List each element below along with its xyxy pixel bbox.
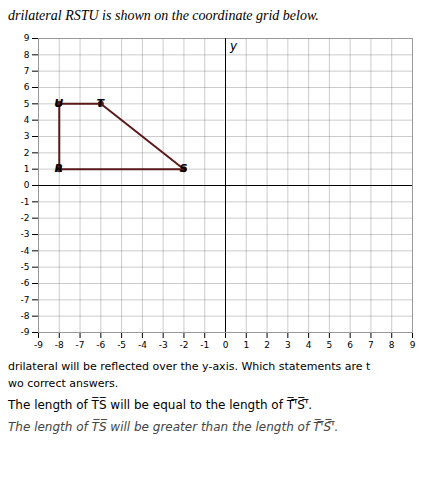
- svg-text:T: T: [97, 97, 106, 110]
- html-text:drilateral will be reflected o: drilateral will be reflected over the y-…: [8, 360, 371, 373]
- svg-text:0: 0: [24, 180, 30, 190]
- svg-text:-1: -1: [200, 340, 209, 350]
- svg-text:-7: -7: [21, 295, 30, 305]
- svg-text:-4: -4: [138, 340, 147, 350]
- svg-text:-7: -7: [76, 340, 85, 350]
- svg-text:-3: -3: [21, 229, 30, 239]
- svg-text:6: 6: [347, 340, 353, 350]
- svg-text:-1: -1: [21, 197, 30, 207]
- html-text:wo correct answers.: wo correct answers.: [8, 377, 119, 390]
- svg-text:3: 3: [285, 340, 291, 350]
- svg-text:-4: -4: [21, 246, 30, 256]
- svg-text:9: 9: [24, 33, 30, 43]
- svg-text:2: 2: [24, 148, 30, 158]
- svg-text:U: U: [54, 97, 63, 110]
- html-text:drilateral RSTU is shown on th: drilateral RSTU is shown on the coordina…: [8, 8, 319, 23]
- svg-text:-9: -9: [21, 327, 30, 337]
- svg-text:2: 2: [264, 340, 270, 350]
- svg-text:S: S: [179, 162, 187, 175]
- svg-text:8: 8: [24, 50, 30, 60]
- svg-text:1: 1: [243, 340, 249, 350]
- svg-text:-2: -2: [179, 340, 188, 350]
- svg-text:-8: -8: [21, 311, 30, 321]
- svg-text:-6: -6: [96, 340, 105, 350]
- svg-text:-5: -5: [117, 340, 126, 350]
- svg-text:-8: -8: [55, 340, 64, 350]
- svg-text:-3: -3: [159, 340, 168, 350]
- svg-text:5: 5: [327, 340, 333, 350]
- svg-text:7: 7: [368, 340, 374, 350]
- svg-text:6: 6: [24, 82, 30, 92]
- svg-text:9: 9: [410, 340, 416, 350]
- svg-text:3: 3: [24, 131, 30, 141]
- svg-text:-9: -9: [34, 340, 43, 350]
- svg-text:5: 5: [24, 99, 30, 109]
- svg-text:y: y: [229, 39, 238, 53]
- svg-text:-6: -6: [21, 278, 30, 288]
- svg-text:-2: -2: [21, 213, 30, 223]
- svg-text:8: 8: [389, 340, 395, 350]
- svg-text:4: 4: [24, 115, 30, 125]
- svg-text:0: 0: [223, 340, 229, 350]
- svg-text:7: 7: [24, 66, 30, 76]
- html-text:The length of T̅S̅ will be gre: The length of T̅S̅ will be greater than …: [8, 420, 339, 434]
- svg-text:R: R: [55, 162, 63, 175]
- svg-text:-5: -5: [21, 262, 30, 272]
- svg-text:4: 4: [306, 340, 312, 350]
- html-text:The length of T̅S̅ will be equ: The length of T̅S̅ will be equal to the …: [8, 398, 313, 412]
- svg-text:1: 1: [24, 164, 30, 174]
